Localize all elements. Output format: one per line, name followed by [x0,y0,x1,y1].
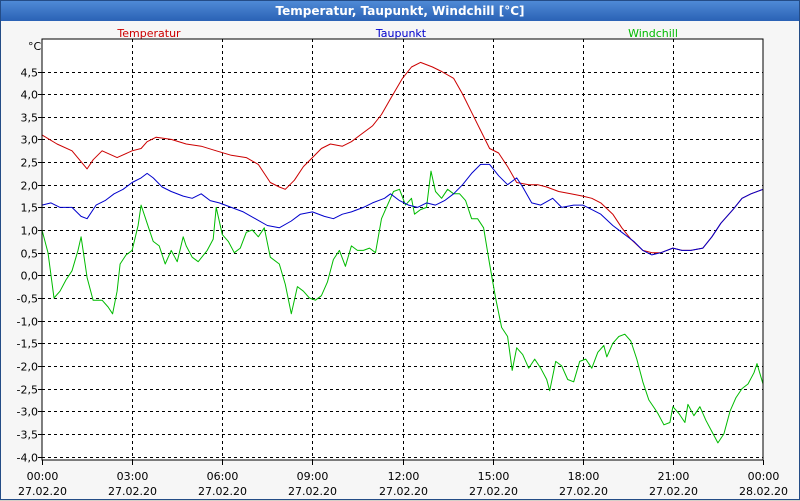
y-tick-label: -4,0 [17,452,38,465]
x-tick-date: 27.02.20 [469,485,518,498]
x-tick-time: 21:00 [658,470,690,483]
grid-lines [42,39,763,460]
x-tick-time: 15:00 [478,470,510,483]
x-tick-time: 03:00 [117,470,149,483]
y-tick-label: 0,0 [21,270,39,283]
series-temperatur-line [41,61,764,254]
x-axis: 00:00 27.02.20 03:00 27.02.20 06:00 27.02.20 0… [18,460,788,498]
y-axis-unit: °C [28,40,42,53]
x-tick-time: 12:00 [388,470,420,483]
x-tick-date: 27.02.20 [18,485,67,498]
y-tick-label: -2,5 [17,384,38,397]
y-axis: 4,5 4,0 3,5 3,0 2,5 2,0 1,5 1,0 0,5 0,0 -0,5 -1,0 -1… [17,40,42,465]
x-tick-time: 06:00 [207,470,239,483]
y-tick-label: 1,5 [21,202,39,215]
plot-border [41,38,764,461]
y-tick-label: 4,0 [21,89,39,102]
y-tick-label: 2,5 [21,157,39,170]
y-tick-label: -3,5 [17,429,38,442]
legend: Temperatur Taupunkt Windchill [116,27,678,40]
series-windchill-line [41,170,764,444]
y-tick-label: 1,0 [21,225,39,238]
y-tick-label: 4,5 [21,67,39,80]
y-tick-label: 3,5 [21,112,39,125]
x-tick-date: 27.02.20 [649,485,698,498]
y-tick-label: -1,0 [17,316,38,329]
x-tick-date: 27.02.20 [288,485,337,498]
plot-area [42,39,763,460]
x-tick-time: 00:00 [27,470,59,483]
y-tick-label: 0,5 [21,248,39,261]
x-tick-time: 18:00 [568,470,600,483]
y-tick-label: -3,0 [17,406,38,419]
y-tick-label: -1,5 [17,338,38,351]
y-tick-label: -2,0 [17,361,38,374]
y-tick-label: 3,0 [21,134,39,147]
x-tick-time: 00:00 [748,470,780,483]
legend-taupunkt: Taupunkt [375,27,427,40]
x-tick-date: 27.02.20 [108,485,157,498]
y-tick-label: 2,0 [21,180,39,193]
series-lines [41,61,764,444]
x-tick-time: 09:00 [297,470,329,483]
legend-temperatur: Temperatur [116,27,181,40]
x-tick-date: 27.02.20 [559,485,608,498]
y-tick-label: -0,5 [17,293,38,306]
window-title: Temperatur, Taupunkt, Windchill [°C] [1,1,799,21]
x-tick-date: 27.02.20 [198,485,247,498]
x-tick-date: 27.02.20 [379,485,428,498]
legend-windchill: Windchill [628,27,678,40]
x-tick-date: 28.02.20 [739,485,788,498]
series-taupunkt-line [41,163,764,256]
